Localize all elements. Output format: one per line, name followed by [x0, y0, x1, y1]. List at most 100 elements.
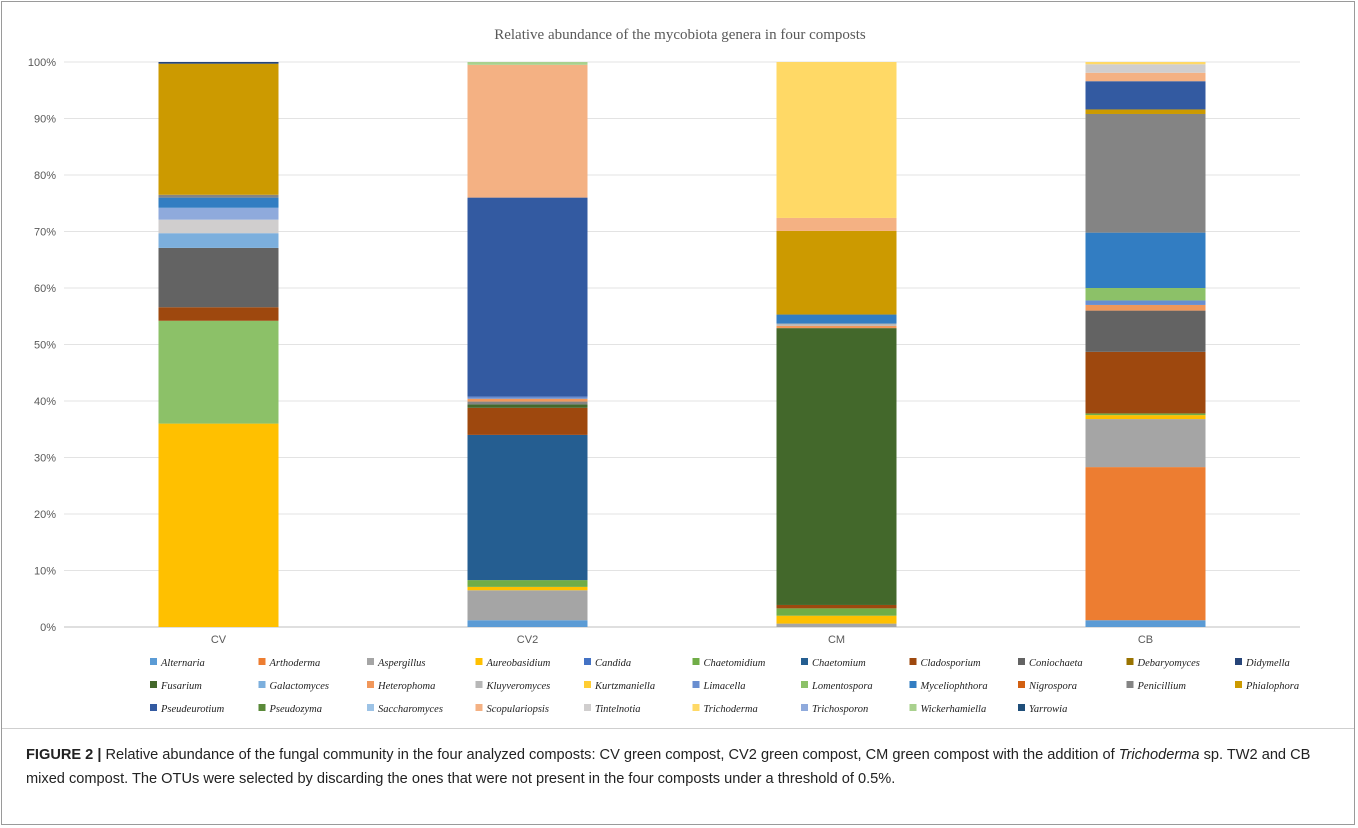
legend-label: Trichosporon	[812, 704, 868, 715]
bar-segment-cv2-chaetomium	[467, 434, 588, 581]
bar-segment-cm-phialophora	[776, 230, 897, 315]
bar-segment-cb-lomentospora	[1085, 288, 1206, 301]
x-tick-label: CV2	[517, 634, 538, 646]
bar-segment-cm-kluyveromyces	[776, 323, 897, 326]
bar-segment-cm-fusarium	[776, 328, 897, 605]
legend-label: Pseudeurotium	[160, 704, 225, 715]
bar-segment-cb-pseudeurotium	[1085, 81, 1206, 110]
bar-segment-cv-coniochaeta	[158, 247, 279, 308]
bar-segment-cv-penicillium	[158, 194, 279, 198]
legend-label: Trichoderma	[704, 704, 758, 715]
bar-segment-cv-galactomyces	[158, 233, 279, 248]
legend-label: Arthoderma	[269, 658, 321, 669]
figure-caption: FIGURE 2 | Relative abundance of the fun…	[26, 743, 1336, 791]
legend-label: Yarrowia	[1029, 704, 1067, 715]
bar-segment-cv-tintelnotia	[158, 219, 279, 234]
legend-swatch	[475, 658, 483, 665]
bar-segment-cv2-chaetomidium	[467, 580, 588, 587]
legend-swatch	[1235, 658, 1242, 665]
legend-swatch	[258, 704, 266, 711]
legend-swatch	[584, 658, 591, 665]
legend-label: Wickerhamiella	[921, 704, 987, 715]
legend-label: Galactomyces	[270, 681, 329, 692]
bar-segment-cm-aureobasidium	[776, 615, 897, 624]
bar-segment-cb-chaetomidium	[1085, 413, 1206, 416]
legend-label: Kluyveromyces	[486, 681, 551, 692]
legend: Alternaria Arthoderma Aspergillus Aureobasi…	[150, 658, 1299, 715]
legend-swatch	[475, 681, 483, 688]
legend-swatch	[584, 704, 591, 711]
x-tick-label: CV	[211, 634, 227, 646]
y-tick-label: 20%	[34, 509, 56, 521]
bar-segment-cv2-heterophoma	[467, 398, 588, 402]
legend-label: Nigrospora	[1028, 681, 1077, 692]
legend-swatch	[1018, 658, 1025, 665]
bar-segment-cm-myceliophthora	[776, 314, 897, 324]
legend-label: Scopulariopsis	[487, 704, 549, 715]
legend-swatch	[1235, 681, 1242, 688]
bar-segment-cv-phialophora	[158, 63, 279, 195]
bar-segment-cv-didymella	[158, 62, 279, 64]
y-tick-label: 70%	[34, 227, 56, 239]
bar-segment-cv2-alternaria	[467, 620, 588, 627]
x-tick-label: CM	[828, 634, 845, 646]
legend-label: Candida	[595, 658, 631, 669]
legend-label: Coniochaeta	[1029, 658, 1083, 669]
bar-segment-cm-chaetomidium	[776, 608, 897, 616]
stacked-bar-chart: Relative abundance of the mycobiota gene…	[28, 27, 1300, 715]
bar-segment-cv2-aspergillus	[467, 590, 588, 621]
bar-segment-cv2-scopulariopsis	[467, 64, 588, 198]
bars	[158, 62, 1206, 627]
bar-segment-cm-heterophoma	[776, 325, 897, 329]
y-tick-label: 50%	[34, 340, 56, 352]
legend-swatch	[150, 681, 157, 688]
y-tick-label: 100%	[28, 57, 56, 69]
caption-lead: FIGURE 2 |	[26, 747, 102, 763]
caption-divider	[2, 728, 1354, 729]
x-tick-labels: CV CV2 CM CB	[211, 634, 1153, 646]
legend-label: Debaryomyces	[1137, 658, 1200, 669]
bar-segment-cb-cladosporium	[1085, 351, 1206, 414]
legend-swatch	[475, 704, 483, 711]
legend-swatch	[1126, 681, 1134, 688]
legend-swatch	[150, 658, 157, 665]
bar-segment-cv2-limacella	[467, 396, 588, 399]
legend-swatch	[909, 658, 917, 665]
y-tick-label: 60%	[34, 283, 56, 295]
bar-segment-cv-myceliophthora	[158, 197, 279, 208]
bar-segment-cv2-fusarium	[467, 404, 588, 408]
legend-label: Didymella	[1245, 658, 1290, 669]
bar-segment-cb-arthoderma	[1085, 467, 1206, 621]
chart-title: Relative abundance of the mycobiota gene…	[494, 27, 866, 43]
bar-segment-cb-phialophora	[1085, 109, 1206, 114]
legend-swatch	[367, 681, 374, 688]
legend-label: Kurtzmaniella	[594, 681, 655, 692]
bar-segment-cv-lomentospora	[158, 320, 279, 424]
legend-swatch	[1018, 704, 1025, 711]
x-tick-label: CB	[1138, 634, 1153, 646]
y-tick-label: 80%	[34, 170, 56, 182]
legend-swatch	[584, 681, 591, 688]
legend-swatch	[367, 658, 374, 665]
caption-text-2: sp. TW2 and CB mixed compost. The OTUs w…	[26, 747, 1311, 787]
caption-text-1: Relative abundance of the fungal communi…	[101, 747, 1119, 763]
y-tick-labels: 0% 10% 20% 30% 40% 50% 60% 70% 80% 90% 100%	[28, 57, 56, 634]
legend-label: Saccharomyces	[378, 704, 443, 715]
legend-swatch	[258, 681, 266, 688]
legend-swatch	[258, 658, 266, 665]
bar-segment-cb-alternaria	[1085, 620, 1206, 627]
legend-swatch	[692, 658, 700, 665]
bar-segment-cm-scopulariopsis	[776, 217, 897, 231]
legend-label: Cladosporium	[921, 658, 982, 669]
y-tick-label: 30%	[34, 453, 56, 465]
bar-segment-cv-cladosporium	[158, 307, 279, 321]
legend-label: Chaetomium	[812, 658, 866, 669]
bar-segment-cb-aureobasidium	[1085, 415, 1206, 420]
legend-swatch	[801, 681, 808, 688]
legend-swatch	[692, 681, 700, 688]
y-tick-label: 90%	[34, 114, 56, 126]
legend-label: Fusarium	[160, 681, 202, 692]
legend-swatch	[1126, 658, 1134, 665]
bar-segment-cv2-wickerhamiella	[467, 62, 588, 65]
legend-swatch	[150, 704, 157, 711]
